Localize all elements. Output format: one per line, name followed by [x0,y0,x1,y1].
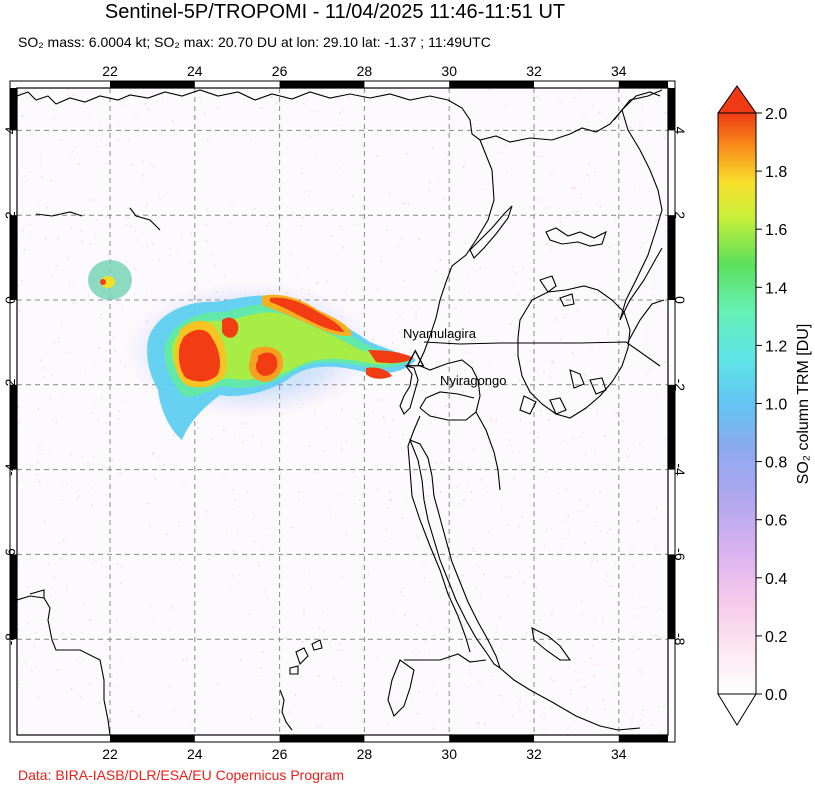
ruler-segment [10,215,17,300]
longitude-label: 32 [526,63,542,79]
longitude-labels-bottom: 22 24 26 28 30 32 34 [102,746,627,762]
longitude-label: 34 [611,63,627,79]
latitude-label: 0 [672,296,688,304]
ruler-segment [668,215,675,300]
colorbar-title: SO₂ column TRM [DU] [795,324,812,485]
map-background [17,88,668,735]
latitude-label: -4 [672,463,688,476]
ruler-segment [668,384,675,470]
ruler-segment [449,81,534,88]
colorbar-tick-label: 1.0 [765,397,787,414]
latitude-label: 4 [672,127,688,135]
coastlines-and-borders [17,89,665,735]
colorbar-tick-label: 0.8 [765,455,787,472]
latitude-labels-right: 4 2 0 -2 -4 -6 -8 [672,127,688,646]
ruler-segment [10,88,17,131]
colorbar-tick-label: 1.8 [765,164,787,181]
colorbar-tick-label: 0.2 [765,629,787,646]
colorbar-tick-label: 0.0 [765,687,787,704]
latitude-label: -2 [672,379,688,392]
latitude-label: 0 [2,296,18,304]
longitude-labels-top: 22 24 26 28 30 32 34 [102,63,627,79]
colorbar-min-arrow [717,693,757,726]
data-credit: Data: BIRA-IASB/DLR/ESA/EU Copernicus Pr… [18,767,345,783]
ruler-segment [10,384,17,470]
so2-stats-line: SO₂ mass: 6.0004 kt; SO₂ max: 20.70 DU a… [18,34,491,50]
latitude-labels-left: 4 2 0 -2 -4 -6 -8 [2,126,18,645]
ruler-segment [618,81,668,88]
longitude-label: 22 [102,746,118,762]
colorbar: 2.0 1.8 1.6 1.4 1.2 1.0 0.8 0.6 0.4 0.2 0.0 SO₂ co… [717,85,812,726]
map-title: Sentinel-5P/TROPOMI - 11/04/2025 11:46-1… [104,1,566,23]
ruler-segment [110,735,195,742]
latitude-label: -6 [672,548,688,561]
so2-plume [88,260,416,440]
latitude-label: -2 [2,378,18,391]
volcano-triangle-icon [406,349,425,367]
longitude-label: 32 [526,746,542,762]
ruler-segment [618,735,668,742]
latitude-label: 4 [2,126,18,134]
latitude-label: 2 [672,211,688,219]
ruler-segment [110,81,195,88]
longitude-label: 24 [187,63,203,79]
ruler-segment [668,88,675,131]
ruler-outline [9,80,676,743]
longitude-label: 26 [272,63,288,79]
longitude-label: 28 [357,63,373,79]
colorbar-tick-label: 0.4 [765,571,787,588]
longitude-label: 28 [357,746,373,762]
ruler-segment [668,554,675,640]
colorbar-tick-label: 1.6 [765,222,787,239]
colorbar-tick-label: 1.4 [765,280,787,297]
longitude-label: 26 [272,746,288,762]
longitude-label: 30 [441,63,457,79]
longitude-label: 34 [611,746,627,762]
latitude-label: -6 [2,548,18,561]
colorbar-tick-label: 1.2 [765,338,787,355]
volcano-label-nyiragongo: Nyiragongo [440,373,507,388]
longitude-label: 24 [187,746,203,762]
colorbar-scale [717,112,757,695]
ruler-segment [279,81,365,88]
colorbar-tick-labels: 2.0 1.8 1.6 1.4 1.2 1.0 0.8 0.6 0.4 0.2 0.0 [756,106,787,704]
colorbar-max-arrow [717,85,757,114]
ruler-segment [279,735,365,742]
volcano-label-nyamulagira: Nyamulagira [403,326,477,341]
latitude-label: -8 [2,633,18,646]
volcano-markers: Nyamulagira Nyiragongo [403,326,507,388]
latitude-label: 2 [2,211,18,219]
map-frame-ruler [9,80,676,743]
colorbar-tick-label: 2.0 [765,106,787,123]
latitude-label: -8 [672,633,688,646]
colorbar-tick-label: 0.6 [765,513,787,530]
ruler-segment [10,554,17,640]
longitude-label: 22 [102,63,118,79]
ruler-segment [449,735,534,742]
graticule [17,88,668,735]
longitude-label: 30 [441,746,457,762]
latitude-label: -4 [2,463,18,476]
